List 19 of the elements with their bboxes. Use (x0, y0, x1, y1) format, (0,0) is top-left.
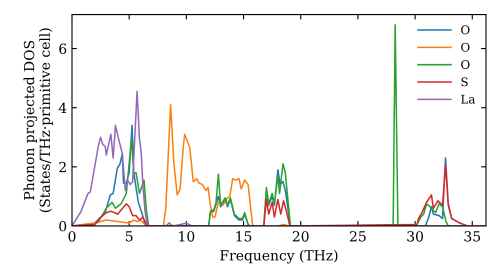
x-tick-label: 30 (407, 231, 424, 242)
y-tick-label: 4 (58, 102, 66, 113)
x-tick-label: 20 (292, 231, 309, 242)
legend-label: La (461, 94, 476, 104)
x-tick-label: 15 (236, 231, 252, 242)
x-tick-label: 25 (350, 231, 366, 242)
x-tick-label: 5 (126, 231, 133, 242)
x-tick-label: 10 (179, 231, 194, 242)
x-tick-label: 35 (464, 231, 480, 242)
x-tick-label: 0 (68, 231, 76, 242)
legend-label: S (461, 77, 468, 86)
y-axis-title: Phonon projected DOS (States/THz·primitive cell) (24, 28, 53, 212)
y-tick-label: 0 (59, 220, 66, 232)
y-tick-label: 6 (59, 44, 66, 54)
x-axis-title: Frequency (THz) (220, 250, 338, 264)
y-tick-label: 2 (59, 162, 66, 172)
legend-label: O (461, 60, 470, 69)
legend-label: O (461, 25, 470, 34)
legend-label: O (461, 42, 470, 52)
